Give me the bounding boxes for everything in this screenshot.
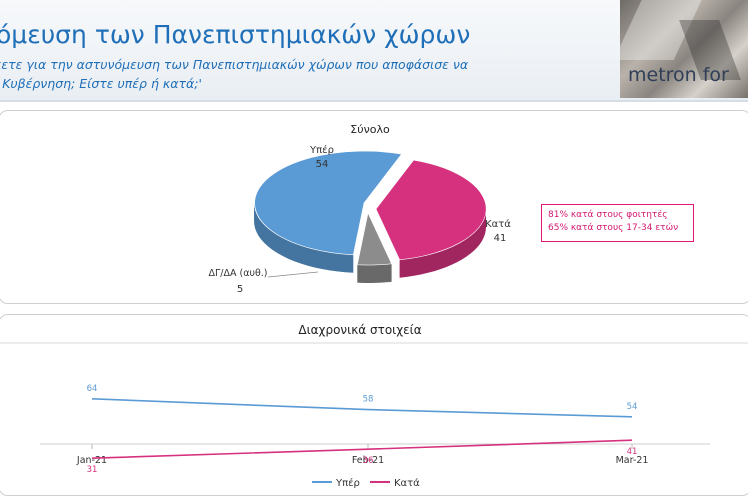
callout-line-1: 81% κατά στους φοιτητές — [548, 210, 668, 220]
page-title: όμευση των Πανεπιστημιακών χώρων — [0, 20, 471, 49]
pie-slice-side — [357, 263, 392, 283]
x-tick-label: Mar-21 — [616, 455, 649, 466]
highlight-callout: 81% κατά στους φοιτητές 65% κατά στους 1… — [541, 204, 694, 242]
pie-label-dk-value: 5 — [237, 284, 243, 295]
pie-slice-side — [399, 209, 486, 278]
logo-text: metron for — [628, 64, 729, 86]
pie-label-no-name: Κατά — [485, 218, 511, 230]
x-tick-label: Feb-21 — [352, 455, 384, 466]
series-line-1 — [91, 439, 633, 459]
pie-label-yes-name: Υπέρ — [309, 144, 334, 156]
line-chart: Διαχρονικά στοιχεία Jan-21 Feb-21 Mar-21 64 5… — [0, 323, 748, 489]
pie-slice-2 — [356, 212, 393, 266]
pie-slice-1 — [375, 159, 487, 261]
pie-slice-side — [254, 203, 354, 273]
subtitle-line-1: κετε για την αστυνόμευση των Πανεπιστημι… — [0, 57, 469, 72]
data-label: 64 — [87, 384, 98, 394]
pie-leader-line — [267, 271, 319, 278]
callout-line-2: 65% κατά στους 17-34 ετών — [548, 223, 679, 233]
data-label: 58 — [363, 395, 374, 405]
data-label: 41 — [627, 447, 638, 457]
data-label: 36 — [363, 456, 374, 466]
legend-label: Κατά — [394, 477, 420, 489]
pie-label-no-value: 41 — [494, 233, 507, 244]
header-banner: όμευση των Πανεπιστημιακών χώρων κετε γι… — [0, 0, 748, 102]
pie-label-yes-value: 54 — [316, 159, 329, 170]
x-tick-label: Jan-21 — [76, 455, 107, 466]
line-chart-panel — [0, 314, 748, 496]
page-subtitle: κετε για την αστυνόμευση των Πανεπιστημι… — [0, 55, 604, 93]
legend-label: Υπέρ — [335, 477, 360, 489]
line-chart-title: Διαχρονικά στοιχεία — [298, 323, 421, 337]
series-line-0 — [91, 398, 633, 418]
subtitle-line-2: ι Κυβέρνηση; Είστε υπέρ ή κατά;' — [0, 76, 202, 91]
pie-label-dk-name: ΔΓ/ΔΑ (αυθ.) — [208, 268, 267, 279]
metron-forum-logo: metron for — [620, 0, 748, 98]
pie-title: Σύνολο — [350, 123, 390, 136]
pie-slice-0 — [254, 150, 403, 256]
data-label: 31 — [87, 465, 98, 475]
pie-chart: Σύνολο Υπέρ 54 Κατά 41 ΔΓ/ΔΑ (αυθ.) 5 — [208, 123, 511, 295]
data-label: 54 — [627, 402, 638, 412]
